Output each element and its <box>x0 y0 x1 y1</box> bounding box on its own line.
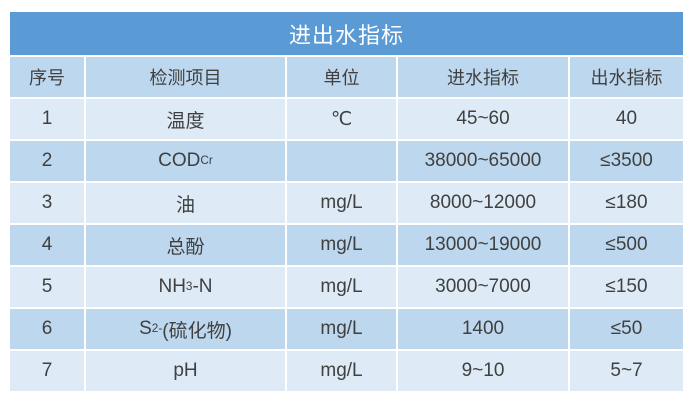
cell-outlet: 40 <box>570 99 683 139</box>
cell-unit: mg/L <box>287 183 396 223</box>
cell-item: S 2- (硫化物) <box>86 309 285 349</box>
item-main: 总酚 <box>166 236 205 258</box>
cell-inlet: 45~60 <box>398 99 568 139</box>
cell-unit: mg/L <box>287 225 396 265</box>
cell-no: 5 <box>10 267 84 307</box>
cell-unit: mg/L <box>287 267 396 307</box>
cell-no: 7 <box>10 351 84 391</box>
column-header-unit: 单位 <box>287 57 396 97</box>
cell-no: 3 <box>10 183 84 223</box>
cell-outlet: ≤500 <box>570 225 683 265</box>
cell-item: 温度 <box>86 99 285 139</box>
cell-inlet: 8000~12000 <box>398 183 568 223</box>
item-main: COD <box>158 150 201 171</box>
column-header-outlet: 出水指标 <box>570 57 683 97</box>
item-main: S <box>139 318 152 339</box>
item-main: pH <box>173 360 198 381</box>
cell-outlet: ≤3500 <box>570 141 683 181</box>
cell-outlet: ≤180 <box>570 183 683 223</box>
column-header-inlet: 进水指标 <box>398 57 568 97</box>
cell-item: 总酚 <box>86 225 285 265</box>
cell-item: COD Cr <box>86 141 285 181</box>
item-main: NH <box>158 276 186 297</box>
table-title: 进出水指标 <box>10 12 683 55</box>
item-tail: -N <box>192 276 213 297</box>
cell-no: 2 <box>10 141 84 181</box>
column-header-item: 检测项目 <box>86 57 285 97</box>
cell-unit: mg/L <box>287 351 396 391</box>
cell-item: 油 <box>86 183 285 223</box>
cell-inlet: 38000~65000 <box>398 141 568 181</box>
cell-no: 1 <box>10 99 84 139</box>
cell-outlet: 5~7 <box>570 351 683 391</box>
column-header-no: 序号 <box>10 57 84 97</box>
cell-no: 6 <box>10 309 84 349</box>
cell-inlet: 1400 <box>398 309 568 349</box>
cell-inlet: 9~10 <box>398 351 568 391</box>
table-grid: 序号 检测项目 单位 进水指标 出水指标 1 温度 ℃ 45~60 40 2 C… <box>10 57 683 391</box>
cell-item: pH <box>86 351 285 391</box>
cell-item: NH 3 -N <box>86 267 285 307</box>
cell-outlet: ≤50 <box>570 309 683 349</box>
cell-unit: mg/L <box>287 309 396 349</box>
item-tail: (硫化物) <box>162 320 232 342</box>
cell-unit: ℃ <box>287 99 396 139</box>
cell-inlet: 13000~19000 <box>398 225 568 265</box>
cell-inlet: 3000~7000 <box>398 267 568 307</box>
item-main: 油 <box>175 194 195 216</box>
cell-outlet: ≤150 <box>570 267 683 307</box>
item-main: 温度 <box>166 110 205 132</box>
water-indicators-table: 进出水指标 序号 检测项目 单位 进水指标 出水指标 1 温度 ℃ 45~60 … <box>10 12 683 391</box>
cell-no: 4 <box>10 225 84 265</box>
cell-unit <box>287 141 396 181</box>
